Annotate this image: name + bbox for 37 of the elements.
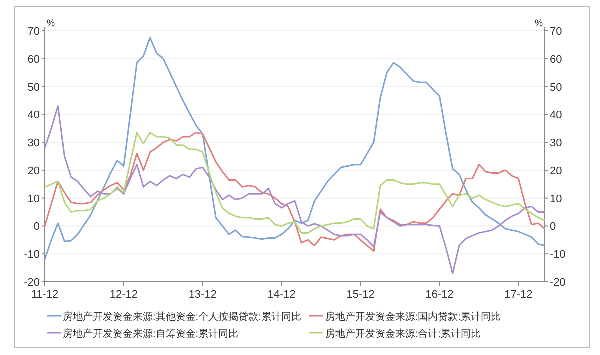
line-series [44, 132, 546, 252]
y2-tick-label: 60 [550, 54, 562, 66]
y-tick-label: 30 [28, 138, 40, 150]
y-tick-label: 0 [34, 221, 40, 234]
y2-tick-label: 20 [550, 165, 562, 178]
x-tick-label: 13-12 [188, 289, 217, 301]
y-tick-label: 60 [28, 54, 40, 66]
legend-label: 房地产开发资金来源:其他资金:个人按揭贷款:累计同比 [63, 311, 302, 323]
y2-tick-label: 10 [550, 193, 562, 206]
y2-axis-title: % [534, 18, 543, 28]
line-series [44, 106, 546, 274]
y2-tick-label: 70 [550, 26, 562, 38]
y2-tick-label: -10 [550, 249, 566, 262]
y-tick-label: 50 [28, 82, 40, 94]
y-tick-label: 20 [28, 165, 40, 178]
y-tick-label: -10 [24, 249, 40, 262]
legend-label: 房地产开发资金来源:自筹资金:累计同比 [63, 328, 239, 340]
y2-tick-label: 50 [550, 82, 562, 94]
line-series [44, 132, 546, 234]
x-tick-label: 17-12 [504, 289, 533, 301]
y-tick-label: 10 [28, 193, 40, 206]
x-tick-label: 11-12 [31, 289, 59, 301]
y2-tick-label: 30 [550, 138, 562, 150]
x-tick-label: 16-12 [426, 289, 454, 301]
x-tick-label: 15-12 [346, 289, 375, 301]
y2-tick-label: -20 [550, 277, 566, 289]
legend-label: 房地产开发资金来源:国内贷款:累计同比 [325, 311, 501, 323]
y-tick-label: -20 [24, 277, 40, 289]
x-tick-label: 12-12 [110, 289, 138, 301]
legend-label: 房地产开发资金来源:合计:累计同比 [325, 328, 481, 340]
y2-tick-label: 40 [550, 110, 562, 122]
y-axis-title: % [47, 18, 56, 28]
y2-tick-label: 0 [550, 221, 556, 234]
y-tick-label: 70 [28, 26, 40, 38]
y-tick-label: 40 [28, 110, 40, 122]
x-tick-label: 14-12 [268, 289, 296, 301]
line-series [44, 37, 546, 260]
